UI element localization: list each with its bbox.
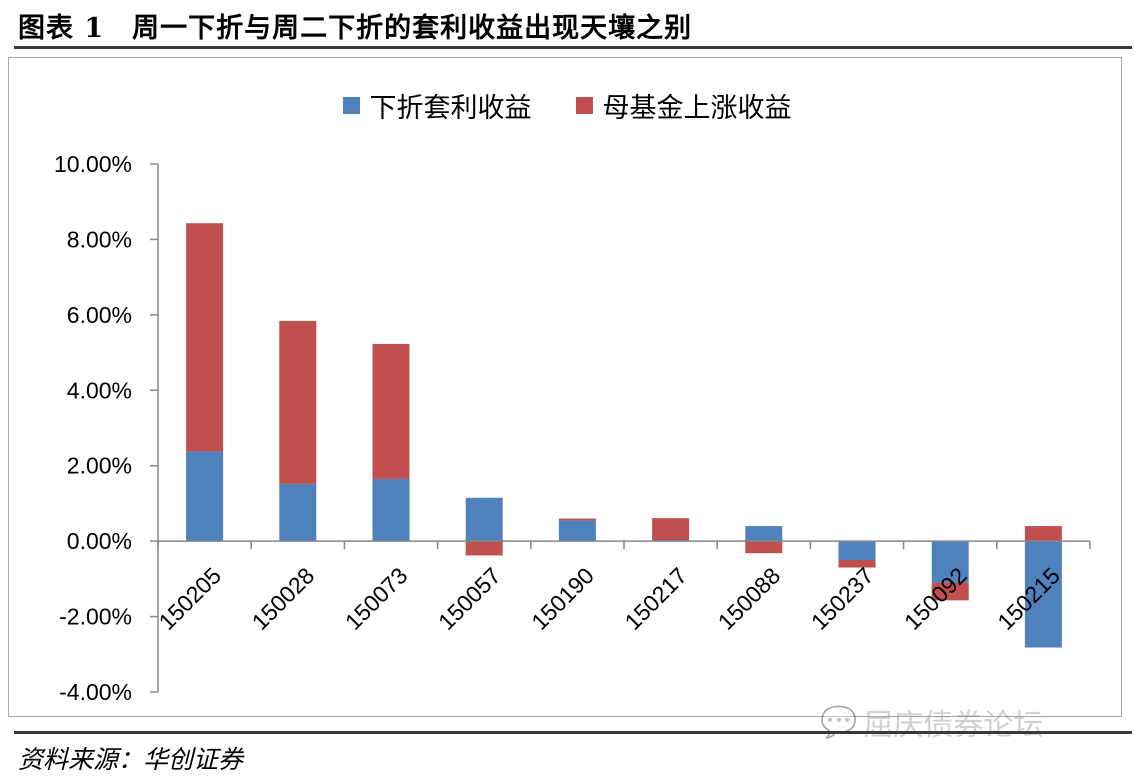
legend-item-arbitrage: 下折套利收益 xyxy=(342,86,532,125)
chart-legend: 下折套利收益 母基金上涨收益 xyxy=(0,86,1134,125)
bar-parent-fund-150057 xyxy=(465,541,503,556)
x-tick-label: 150028 xyxy=(247,562,320,635)
source-note: 资料来源：华创证券 xyxy=(18,745,244,774)
bar-arbitrage-150088 xyxy=(745,526,783,542)
y-tick-label: 0.00% xyxy=(67,528,132,554)
x-tick-label: 150217 xyxy=(619,562,692,635)
bar-parent-fund-150217 xyxy=(652,518,690,541)
y-tick-label: 8.00% xyxy=(67,226,132,252)
title-rule xyxy=(14,46,1132,49)
x-tick-label: 150237 xyxy=(806,562,879,635)
source-rule xyxy=(14,731,1132,734)
watermark: 💬 屈庆债券论坛 xyxy=(820,700,1043,744)
legend-swatch-parent-fund xyxy=(575,97,593,114)
bar-arbitrage-150028 xyxy=(279,483,317,542)
bar-arbitrage-150237 xyxy=(838,541,876,560)
bar-parent-fund-150205 xyxy=(186,223,224,452)
legend-swatch-arbitrage xyxy=(342,97,360,114)
legend-label-arbitrage: 下折套利收益 xyxy=(369,93,532,124)
legend-item-parent-fund: 母基金上涨收益 xyxy=(575,86,792,125)
bar-parent-fund-150073 xyxy=(372,343,410,479)
plot-area: -4.00% -2.00% 0.00% 2.00% 4.00% 6.00% 8.00% 10.… xyxy=(54,151,1091,705)
bar-parent-fund-150028 xyxy=(279,320,317,484)
bar-parent-fund-150190 xyxy=(558,518,596,521)
y-tick-label: -4.00% xyxy=(59,679,132,705)
y-tick-label: 10.00% xyxy=(54,151,132,177)
bar-arbitrage-150215 xyxy=(1024,541,1062,648)
chat-bubble-icon: 💬 xyxy=(820,704,858,740)
watermark-text: 屈庆债券论坛 xyxy=(863,708,1044,743)
x-tick-label: 150057 xyxy=(433,562,506,635)
bar-arbitrage-150205 xyxy=(186,451,224,542)
bar-parent-fund-150215 xyxy=(1024,526,1062,542)
x-tick-label: 150088 xyxy=(713,562,786,635)
x-tick-label: 150190 xyxy=(526,562,599,635)
bar-arbitrage-150190 xyxy=(558,520,596,542)
y-tick-label: 2.00% xyxy=(67,453,132,479)
legend-label-parent-fund: 母基金上涨收益 xyxy=(602,93,792,124)
bar-parent-fund-150237 xyxy=(838,560,876,568)
y-tick-label: 4.00% xyxy=(67,377,132,403)
figure-title: 图表 1 周一下折与周二下折的套利收益出现天壤之别 xyxy=(18,13,693,44)
bar-arbitrage-150073 xyxy=(372,478,410,542)
y-tick-label: -2.00% xyxy=(59,604,132,630)
bar-parent-fund-150088 xyxy=(745,541,783,554)
bar-arbitrage-150057 xyxy=(465,497,503,542)
y-tick-label: 6.00% xyxy=(67,302,132,328)
x-tick-label: 150205 xyxy=(153,562,226,635)
x-tick-label: 150073 xyxy=(340,562,413,635)
bar-arbitrage-150092 xyxy=(931,541,969,583)
chart-frame xyxy=(8,57,1122,717)
bar-parent-fund-150092 xyxy=(931,582,969,601)
